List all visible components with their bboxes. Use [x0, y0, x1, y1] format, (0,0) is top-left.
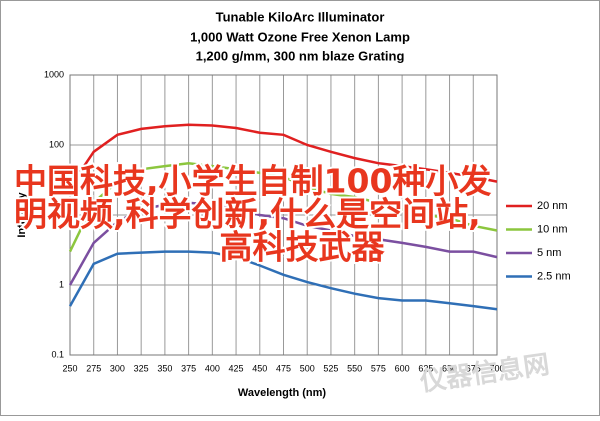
x-tick-label: 525 — [323, 363, 338, 373]
series-line — [68, 250, 498, 311]
x-tick-label: 350 — [157, 363, 172, 373]
x-tick-label: 600 — [395, 363, 410, 373]
x-tick-label: 625 — [418, 363, 433, 373]
x-tick-label: 300 — [110, 363, 125, 373]
chart-subtitle: 1,000 Watt Ozone Free Xenon Lamp — [190, 29, 410, 44]
x-tick-label: 325 — [134, 363, 149, 373]
x-tick-label: 650 — [442, 363, 457, 373]
x-tick-label: 500 — [300, 363, 315, 373]
x-tick-label: 450 — [252, 363, 267, 373]
y-tick-label: 100 — [49, 139, 64, 149]
x-tick-label: 575 — [371, 363, 386, 373]
legend-label: 2.5 nm — [537, 270, 571, 282]
series-line — [68, 161, 498, 253]
y-tick-label: 1 — [59, 279, 64, 289]
x-tick-label: 550 — [347, 363, 362, 373]
y-axis-label: Intensity — [16, 192, 28, 238]
legend-label: 10 nm — [537, 223, 568, 235]
plot-frame — [69, 74, 498, 356]
y-tick-label: 0.1 — [51, 349, 64, 359]
x-tick-label: 375 — [181, 363, 196, 373]
x-tick-label: 400 — [205, 363, 220, 373]
legend-label: 5 nm — [537, 247, 561, 259]
series-line — [68, 201, 498, 286]
y-tick-label: 1000 — [44, 69, 64, 79]
overlay-text: 明视频,科学创新,什么是空间站, — [14, 195, 481, 234]
x-tick-label: 475 — [276, 363, 291, 373]
y-tick-label: 10 — [54, 209, 64, 219]
x-tick-label: 275 — [86, 363, 101, 373]
x-axis-label: Wavelength (nm) — [238, 387, 327, 399]
chart-title: Tunable KiloArc Illuminator — [216, 9, 385, 24]
overlay-text: 高科技武器 — [220, 228, 386, 267]
legend-label: 20 nm — [537, 200, 568, 212]
overlay-text: 中国科技,小学生自制100种小发 — [14, 162, 491, 201]
x-tick-label: 425 — [229, 363, 244, 373]
x-tick-label: 700 — [489, 363, 504, 373]
series-line — [68, 123, 498, 188]
x-tick-label: 675 — [466, 363, 481, 373]
chart-subtitle: 1,200 g/mm, 300 nm blaze Grating — [196, 48, 405, 63]
x-tick-label: 250 — [62, 363, 77, 373]
